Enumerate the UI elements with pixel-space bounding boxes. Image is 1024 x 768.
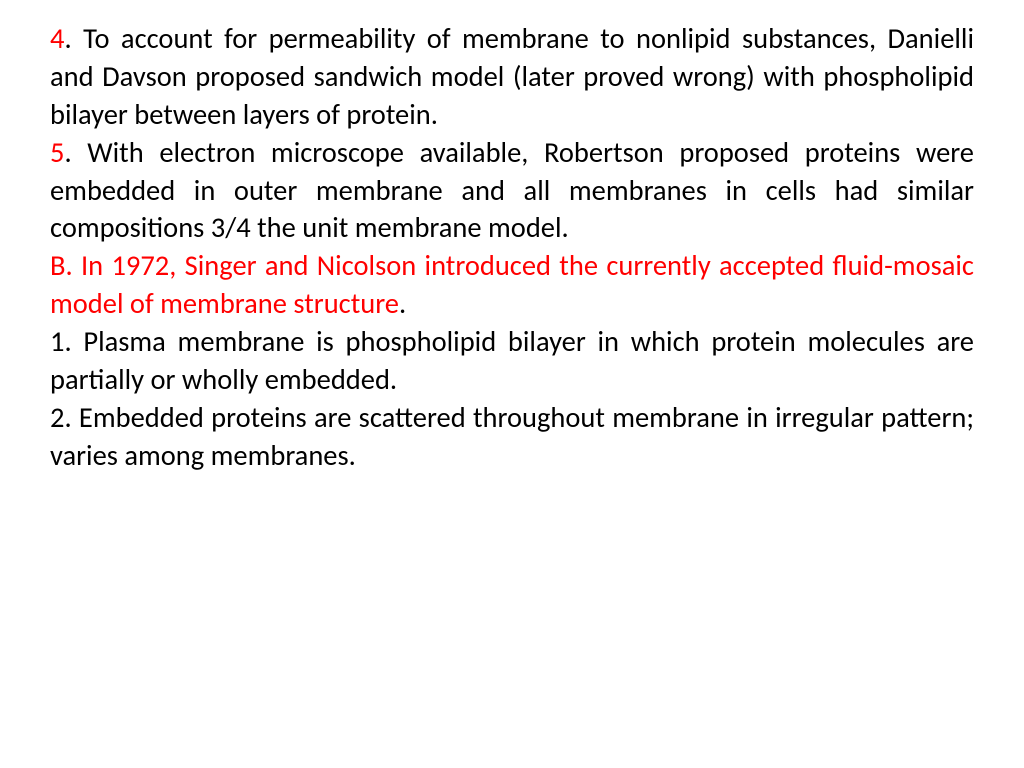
bullet-point-5: 5. With electron microscope available, R… (50, 134, 974, 248)
bullet-point-b1: 1. Plasma membrane is phospholipid bilay… (50, 323, 974, 399)
point-text: To account for permeability of membrane … (50, 21, 974, 132)
bullet-point-4: 4. To account for permeability of membra… (50, 20, 974, 134)
point-text: With electron microscope available, Robe… (50, 135, 974, 246)
slide-container: 4. To account for permeability of membra… (0, 0, 1024, 768)
point-marker: B. In 1972, Singer and Nicolson introduc… (50, 248, 974, 321)
point-separator: . (64, 135, 87, 170)
point-text: . (399, 286, 406, 321)
point-marker: 5 (50, 135, 64, 170)
point-text: 1. Plasma membrane is phospholipid bilay… (50, 324, 974, 397)
point-marker: 4 (50, 21, 64, 56)
point-separator: . (64, 21, 83, 56)
section-heading-b: B. In 1972, Singer and Nicolson introduc… (50, 247, 974, 323)
slide-text-body: 4. To account for permeability of membra… (50, 20, 974, 475)
point-text: 2. Embedded proteins are scattered throu… (50, 400, 974, 473)
bullet-point-b2: 2. Embedded proteins are scattered throu… (50, 399, 974, 475)
